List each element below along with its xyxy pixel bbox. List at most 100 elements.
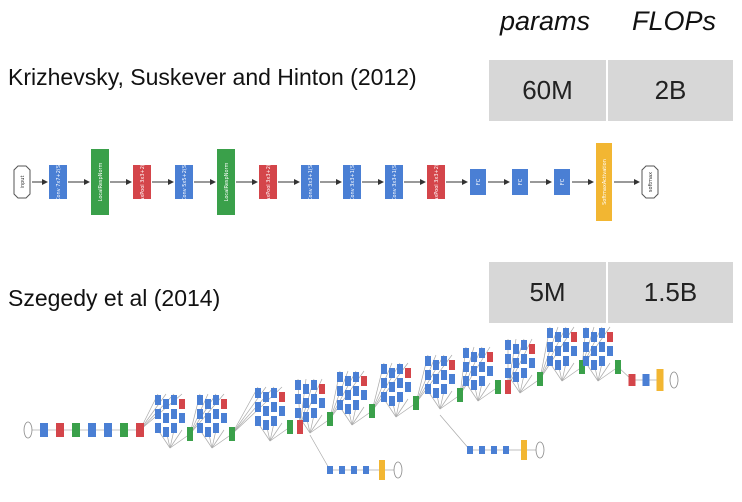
inception-branch-layer — [303, 398, 309, 408]
inception-branch-layer — [433, 374, 439, 384]
googlenet-stem-layer — [40, 423, 48, 437]
inception-branch-layer — [311, 394, 317, 404]
inception-branch-layer — [471, 352, 477, 362]
inception-branch-layer — [279, 406, 285, 416]
softmax-output-node: softmax — [641, 165, 659, 199]
inception-branch-layer — [155, 423, 161, 433]
googlenet-maxpool — [297, 420, 303, 434]
inception-branch-layer — [487, 366, 493, 376]
alexnet-layer-fc: FC — [512, 169, 528, 195]
aux1-layer — [327, 466, 333, 474]
inception-branch-layer — [311, 408, 317, 418]
flops-value-alexnet: 2B — [608, 60, 733, 121]
inception-branch-layer — [221, 413, 227, 423]
inception-branch-layer — [381, 378, 387, 388]
inception-branch-layer — [263, 420, 269, 430]
inception-branch-layer — [303, 412, 309, 422]
inception-branch-layer — [471, 380, 477, 390]
inception-branch-layer — [353, 400, 359, 410]
inception-branch-layer — [179, 399, 185, 409]
flops-value-googlenet: 1.5B — [608, 262, 733, 323]
inception-branch-layer — [171, 409, 177, 419]
input-node-label: input — [20, 176, 26, 189]
inception-branch-layer — [529, 344, 535, 354]
alexnet-layer-conv: Conv 7x7+2(S) — [49, 163, 67, 201]
alexnet-layer-fc: FC — [470, 169, 486, 195]
citation-krizhevsky: Krizhevsky, Suskever and Hinton (2012) — [8, 64, 417, 90]
alexnet-layer-conv: Conv 3x3+1(S) — [385, 163, 403, 201]
aux1-softmax — [379, 460, 385, 480]
alexnet-layer-pool: MaxPool 3x3+2(S) — [259, 159, 277, 205]
inception-branch-layer — [505, 354, 511, 364]
alexnet-layer-label: SoftmaxActivation — [602, 159, 608, 205]
alexnet-layer-label: MaxPool 3x3+2(S) — [266, 159, 272, 205]
inception-branch-layer — [563, 342, 569, 352]
inception-branch-layer — [337, 372, 343, 382]
inception-branch-layer — [171, 395, 177, 405]
inception-branch-layer — [529, 358, 535, 368]
alexnet-layer-label: LocalRespNorm — [98, 163, 104, 202]
alexnet-layer-label: FC — [476, 178, 482, 185]
inception-branch-layer — [221, 399, 227, 409]
inception-branch-layer — [361, 376, 367, 386]
inception-branch-layer — [555, 360, 561, 370]
inception-branch-layer — [389, 368, 395, 378]
params-value-alexnet: 60M — [489, 60, 606, 121]
inception-branch-layer — [591, 360, 597, 370]
inception-branch-layer — [163, 399, 169, 409]
inception-branch-layer — [463, 362, 469, 372]
inception-branch-layer — [583, 328, 589, 338]
inception-branch-layer — [213, 395, 219, 405]
inception-concat — [229, 427, 235, 441]
inception-branch-layer — [389, 396, 395, 406]
aux1-layer — [363, 466, 369, 474]
citation-szegedy: Szegedy et al (2014) — [8, 285, 221, 311]
googlenet-output-node — [669, 371, 679, 389]
alexnet-layer-conv: Conv 3x3+1(S) — [301, 163, 319, 201]
inception-branch-layer — [295, 408, 301, 418]
inception-branch-layer — [271, 416, 277, 426]
alexnet-layer-label: LocalRespNorm — [224, 163, 230, 202]
inception-branch-layer — [599, 342, 605, 352]
inception-branch-layer — [353, 372, 359, 382]
googlenet-maxpool — [505, 380, 511, 394]
inception-branch-layer — [555, 332, 561, 342]
inception-branch-layer — [571, 346, 577, 356]
inception-branch-layer — [563, 328, 569, 338]
aux1-layer — [339, 466, 345, 474]
alexnet-layer-label: Conv 7x7+2(S) — [56, 163, 62, 201]
inception-branch-layer — [505, 340, 511, 350]
inception-concat — [579, 360, 585, 374]
googlenet-stem-layer — [56, 423, 64, 437]
alexnet-layer-label: FC — [518, 178, 524, 185]
inception-branch-layer — [607, 346, 613, 356]
inception-concat — [495, 380, 501, 394]
inception-branch-layer — [547, 342, 553, 352]
aux2-output-node — [535, 441, 545, 459]
alexnet-layer-label: Conv 3x3+1(S) — [392, 163, 398, 201]
aux1-layer — [351, 466, 357, 474]
inception-branch-layer — [487, 352, 493, 362]
softmax-output-node-label: softmax — [648, 172, 654, 192]
inception-concat — [327, 412, 333, 426]
googlenet-input-node — [23, 421, 33, 439]
inception-concat — [457, 388, 463, 402]
inception-branch-layer — [433, 360, 439, 370]
alexnet-layer-norm: LocalRespNorm — [217, 149, 235, 215]
inception-branch-layer — [479, 362, 485, 372]
inception-concat — [287, 420, 293, 434]
inception-concat — [413, 396, 419, 410]
input-node: input — [13, 165, 31, 199]
alexnet-layer-label: FC — [560, 178, 566, 185]
inception-branch-layer — [521, 340, 527, 350]
aux2-layer — [467, 446, 473, 454]
inception-branch-layer — [571, 332, 577, 342]
alexnet-layer-conv: Conv 3x3+1(S) — [343, 163, 361, 201]
inception-branch-layer — [441, 370, 447, 380]
alexnet-layer-label: MaxPool 3x3+2(S) — [434, 159, 440, 205]
inception-branch-layer — [521, 354, 527, 364]
googlenet-diagram — [23, 326, 679, 480]
inception-concat — [537, 372, 543, 386]
alexnet-layer-label: Conv 3x3+1(S) — [350, 163, 356, 201]
googlenet-stem-layer — [72, 423, 80, 437]
